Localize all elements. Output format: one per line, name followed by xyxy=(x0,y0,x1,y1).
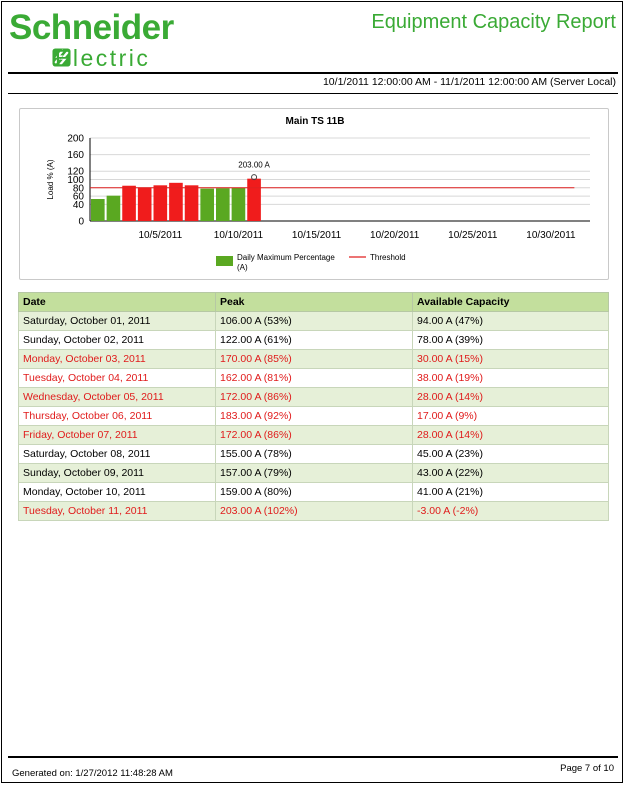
y-tick-label: 200 xyxy=(67,134,84,145)
cell-capacity: 28.00 A (14%) xyxy=(412,387,609,407)
data-label: 203.00 A xyxy=(238,161,270,170)
table-row: Saturday, October 08, 2011 155.00 A (78%)… xyxy=(18,444,609,464)
y-tick-label: 60 xyxy=(73,192,85,203)
table-row: Friday, October 07, 2011 172.00 A (86%) 28… xyxy=(18,425,609,445)
cell-peak: 122.00 A (61%) xyxy=(215,330,413,350)
bar xyxy=(153,185,168,221)
logo-mark-icon xyxy=(52,48,71,67)
cell-peak: 157.00 A (79%) xyxy=(215,463,413,483)
bar xyxy=(200,188,214,221)
bar xyxy=(216,188,230,221)
cell-date: Thursday, October 06, 2011 xyxy=(18,406,216,426)
table-row: Thursday, October 06, 2011 183.00 A (92%)… xyxy=(18,406,609,426)
table-row: Tuesday, October 04, 2011 162.00 A (81%) 3… xyxy=(18,368,609,388)
cell-capacity: -3.00 A (-2%) xyxy=(412,501,609,521)
legend-swatch-daily-max xyxy=(216,256,233,266)
y-tick-label: 0 xyxy=(78,217,84,228)
y-tick-label: 80 xyxy=(73,183,85,194)
x-tick-label: 10/5/2011 xyxy=(138,230,182,241)
logo-brand-name: Schneider xyxy=(9,8,174,47)
cell-date: Tuesday, October 11, 2011 xyxy=(18,501,216,521)
cell-capacity: 41.00 A (21%) xyxy=(412,482,609,502)
cell-date: Monday, October 10, 2011 xyxy=(18,482,216,502)
legend-label-threshold: Threshold xyxy=(370,253,406,262)
table-row: Wednesday, October 05, 2011 172.00 A (86%… xyxy=(18,387,609,407)
cell-peak: 172.00 A (86%) xyxy=(215,425,413,445)
bar xyxy=(184,185,199,221)
table-row: Sunday, October 09, 2011 157.00 A (79%) 43… xyxy=(18,463,609,483)
x-tick-label: 10/20/2011 xyxy=(370,230,420,241)
x-tick-label: 10/30/2011 xyxy=(526,230,576,241)
header-divider xyxy=(8,72,618,74)
cell-peak: 106.00 A (53%) xyxy=(215,311,413,331)
cell-capacity: 94.00 A (47%) xyxy=(412,311,609,331)
cell-capacity: 17.00 A (9%) xyxy=(412,406,609,426)
cell-capacity: 78.00 A (39%) xyxy=(412,330,609,350)
cell-date: Saturday, October 01, 2011 xyxy=(18,311,216,331)
table-header-row: Date Peak Available Capacity xyxy=(18,292,609,312)
bar xyxy=(231,187,246,221)
cell-date: Sunday, October 02, 2011 xyxy=(18,330,216,350)
column-header-date: Date xyxy=(18,292,216,312)
bar xyxy=(247,178,261,221)
bar xyxy=(169,182,183,221)
page-number: Page 7 of 10 xyxy=(560,763,614,774)
subheader-divider xyxy=(8,93,618,94)
cell-capacity: 45.00 A (23%) xyxy=(412,444,609,464)
cell-peak: 203.00 A (102%) xyxy=(215,501,413,521)
cell-peak: 155.00 A (78%) xyxy=(215,444,413,464)
capacity-table: Date Peak Available Capacity Saturday, O… xyxy=(18,292,609,521)
generated-timestamp: Generated on: 1/27/2012 11:48:28 AM xyxy=(12,768,173,779)
cell-peak: 172.00 A (86%) xyxy=(215,387,413,407)
cell-date: Tuesday, October 04, 2011 xyxy=(18,368,216,388)
x-tick-label: 10/25/2011 xyxy=(448,230,498,241)
cell-peak: 170.00 A (85%) xyxy=(215,349,413,369)
table-row: Tuesday, October 11, 2011 203.00 A (102%)… xyxy=(18,501,609,521)
table-row: Monday, October 03, 2011 170.00 A (85%) 30… xyxy=(18,349,609,369)
table-row: Sunday, October 02, 2011 122.00 A (61%) 78… xyxy=(18,330,609,350)
logo-brand-sub: Electric xyxy=(55,45,151,71)
cell-date: Sunday, October 09, 2011 xyxy=(18,463,216,483)
y-tick-label: 160 xyxy=(67,150,84,161)
cell-capacity: 43.00 A (22%) xyxy=(412,463,609,483)
chart-panel: Main TS 11B 0 40 60 80 100 120 160 200 Load % (A)… xyxy=(19,108,609,280)
column-header-peak: Peak xyxy=(215,292,413,312)
cell-date: Friday, October 07, 2011 xyxy=(18,425,216,445)
cell-peak: 159.00 A (80%) xyxy=(215,482,413,502)
legend-label-daily-max-unit: (A) xyxy=(237,263,248,272)
cell-peak: 162.00 A (81%) xyxy=(215,368,413,388)
bar xyxy=(91,199,105,221)
y-tick-label: 120 xyxy=(67,167,84,178)
y-axis-label: Load % (A) xyxy=(46,159,55,199)
cell-capacity: 28.00 A (14%) xyxy=(412,425,609,445)
footer-divider xyxy=(8,756,618,758)
cell-date: Saturday, October 08, 2011 xyxy=(18,444,216,464)
bar xyxy=(137,187,152,221)
cell-capacity: 30.00 A (15%) xyxy=(412,349,609,369)
data-point-marker xyxy=(251,174,258,181)
cell-date: Wednesday, October 05, 2011 xyxy=(18,387,216,407)
y-tick-label: 100 xyxy=(67,175,84,186)
table-row: Saturday, October 01, 2011 106.00 A (53%)… xyxy=(18,311,609,331)
company-logo: Schneider Electric xyxy=(9,10,199,72)
bar xyxy=(122,185,136,221)
x-tick-label: 10/15/2011 xyxy=(292,230,342,241)
chart-title: Main TS 11B xyxy=(286,116,345,127)
bar xyxy=(106,195,121,221)
cell-date: Monday, October 03, 2011 xyxy=(18,349,216,369)
date-range: 10/1/2011 12:00:00 AM - 11/1/2011 12:00:… xyxy=(322,76,616,88)
y-tick-label: 40 xyxy=(73,200,85,211)
report-title: Equipment Capacity Report xyxy=(371,11,616,33)
cell-capacity: 38.00 A (19%) xyxy=(412,368,609,388)
table-row: Monday, October 10, 2011 159.00 A (80%) 41… xyxy=(18,482,609,502)
column-header-capacity: Available Capacity xyxy=(412,292,609,312)
legend-label-daily-max: Daily Maximum Percentage xyxy=(237,253,335,262)
x-tick-label: 10/10/2011 xyxy=(214,230,264,241)
cell-peak: 183.00 A (92%) xyxy=(215,406,413,426)
